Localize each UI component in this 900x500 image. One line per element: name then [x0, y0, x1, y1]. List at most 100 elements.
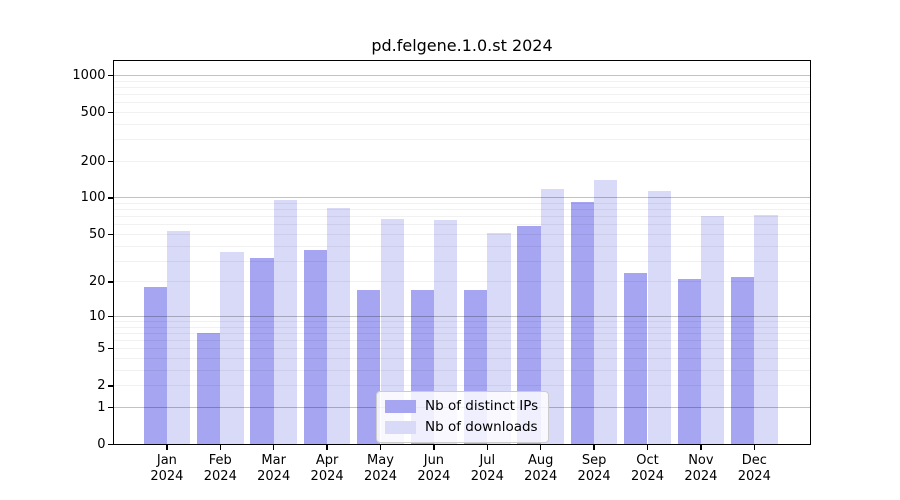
x-tick-mark: [433, 445, 435, 451]
gridline-minor: [114, 86, 810, 88]
x-tick-mark: [646, 445, 649, 451]
y-tick-label: 20: [88, 274, 106, 290]
chart-title: pd.felgene.1.0.st 2024: [371, 36, 553, 55]
x-tick-mark: [753, 445, 755, 451]
gridline-minor: [114, 245, 810, 247]
bar-downloads: [433, 219, 458, 445]
gridline-major: [114, 315, 810, 317]
bar-distinct-ips: [730, 277, 755, 445]
bar-distinct-ips: [517, 225, 541, 445]
y-tick-mark: [108, 233, 113, 236]
bar-distinct-ips: [303, 250, 328, 445]
x-tick-mark: [273, 445, 275, 451]
gridline-minor: [114, 102, 810, 104]
gridline-minor: [114, 203, 810, 205]
gridline-minor: [114, 93, 810, 95]
gridline-minor: [114, 80, 810, 82]
bar-downloads: [754, 215, 778, 445]
bar-distinct-ips: [624, 272, 648, 445]
bar-distinct-ips: [143, 287, 167, 445]
gridline-major: [114, 197, 810, 199]
y-tick-label: 200: [80, 153, 106, 169]
bar-downloads: [166, 231, 191, 445]
bar-distinct-ips: [570, 202, 595, 445]
y-tick-mark: [108, 160, 113, 162]
legend: Nb of distinct IPs Nb of downloads: [376, 391, 550, 443]
y-tick-label: 1: [97, 399, 106, 415]
y-tick-label: 10: [88, 308, 106, 324]
bar-downloads: [327, 207, 351, 445]
y-tick-mark: [108, 385, 113, 387]
legend-label: Nb of distinct IPs: [425, 398, 539, 414]
gridline-minor: [114, 139, 810, 141]
x-tick-label: Jul 2024: [470, 452, 504, 485]
bar-distinct-ips: [196, 333, 221, 445]
x-tick-mark: [593, 445, 595, 451]
bar-downloads: [380, 219, 404, 445]
y-tick-mark: [108, 197, 113, 199]
bar-downloads: [540, 189, 565, 445]
gridline-minor: [114, 233, 810, 235]
bar-downloads: [647, 190, 671, 445]
gridline-minor: [114, 348, 810, 350]
x-tick-mark: [700, 445, 702, 451]
y-tick-label: 50: [88, 226, 106, 242]
x-tick-mark: [379, 445, 382, 451]
x-tick-mark: [219, 445, 221, 451]
bar-distinct-ips: [677, 279, 701, 445]
gridline-minor: [114, 385, 810, 387]
gridline-minor: [114, 111, 810, 113]
y-tick-mark: [108, 111, 113, 114]
y-tick-mark: [108, 315, 113, 318]
x-tick-label: Mar 2024: [257, 452, 291, 485]
gridline-minor: [114, 260, 810, 262]
y-tick-label: 5: [97, 341, 106, 357]
x-tick-label: Jan 2024: [150, 452, 184, 485]
gridline-minor: [114, 326, 810, 328]
x-tick-label: Oct 2024: [630, 452, 665, 485]
y-tick-mark: [108, 348, 113, 350]
y-tick-label: 2: [97, 378, 106, 394]
y-tick-label: 100: [80, 190, 106, 206]
bar-downloads: [594, 180, 618, 445]
gridline-minor: [114, 224, 810, 226]
y-tick-label: 0: [97, 437, 106, 452]
gridline-minor: [114, 209, 810, 211]
gridline-minor: [114, 216, 810, 218]
y-tick-label: 1000: [72, 67, 106, 83]
bar-distinct-ips: [357, 290, 381, 445]
x-tick-mark: [166, 445, 168, 451]
gridline-minor: [114, 340, 810, 342]
legend-swatch-ips: [385, 399, 416, 413]
legend-label: Nb of downloads: [425, 419, 538, 435]
legend-item: Nb of distinct IPs: [385, 398, 538, 414]
x-tick-label: Feb 2024: [203, 452, 237, 485]
x-tick-label: May 2024: [363, 452, 398, 485]
bar-downloads: [220, 251, 244, 445]
bar-downloads: [273, 200, 298, 445]
gridline-minor: [114, 123, 810, 125]
gridline-minor: [114, 321, 810, 322]
gridline-major: [114, 74, 810, 76]
y-tick-mark: [108, 281, 113, 283]
gridline-minor: [114, 281, 810, 283]
x-tick-label: Apr 2024: [310, 452, 344, 485]
x-tick-label: Sep 2024: [577, 452, 611, 485]
bar-downloads: [700, 216, 725, 445]
y-tick-mark: [108, 443, 113, 446]
y-tick-label: 500: [80, 104, 106, 120]
x-tick-mark: [326, 445, 328, 451]
gridline-minor: [114, 160, 810, 162]
x-tick-label: Dec 2024: [737, 452, 771, 485]
gridline-minor: [114, 369, 810, 371]
y-tick-mark: [108, 74, 113, 77]
y-tick-mark: [108, 406, 113, 409]
x-tick-mark: [540, 445, 542, 451]
gridline-minor: [114, 332, 810, 334]
gridline-minor: [114, 358, 810, 360]
x-tick-label: Aug 2024: [524, 452, 558, 485]
legend-item: Nb of downloads: [385, 419, 538, 435]
bar-distinct-ips: [250, 257, 274, 445]
